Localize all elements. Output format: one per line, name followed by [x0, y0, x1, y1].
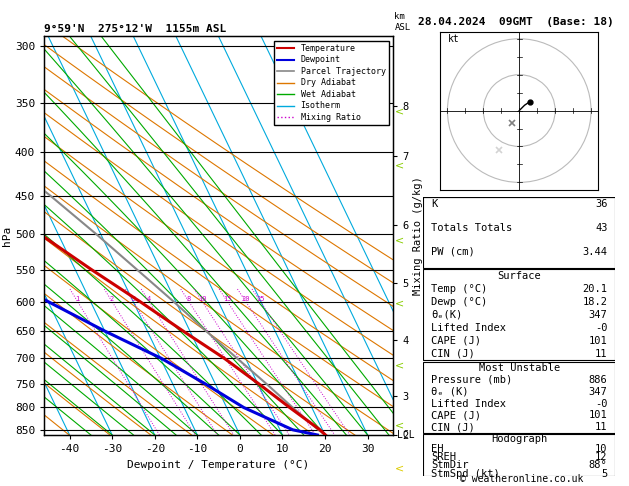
Text: <: <	[395, 298, 404, 309]
Text: 4: 4	[147, 295, 151, 302]
Text: LCL: LCL	[398, 430, 415, 440]
Text: Lifted Index: Lifted Index	[431, 323, 506, 333]
Text: 10: 10	[198, 295, 206, 302]
Text: 886: 886	[589, 375, 608, 385]
Text: km
ASL: km ASL	[394, 12, 411, 32]
Text: 10: 10	[595, 444, 608, 453]
Text: -0: -0	[595, 323, 608, 333]
Text: <: <	[395, 235, 404, 245]
Text: 9°59'N  275°12'W  1155m ASL: 9°59'N 275°12'W 1155m ASL	[44, 24, 226, 35]
Text: 20.1: 20.1	[582, 284, 608, 294]
Legend: Temperature, Dewpoint, Parcel Trajectory, Dry Adiabat, Wet Adiabat, Isotherm, Mi: Temperature, Dewpoint, Parcel Trajectory…	[274, 41, 389, 125]
Text: 18.2: 18.2	[582, 297, 608, 307]
Text: <: <	[395, 106, 404, 117]
Text: 25: 25	[256, 295, 265, 302]
Text: 3: 3	[131, 295, 135, 302]
Text: 3.44: 3.44	[582, 247, 608, 257]
FancyBboxPatch shape	[423, 434, 615, 476]
Text: 1: 1	[75, 295, 80, 302]
Text: 347: 347	[589, 387, 608, 397]
Text: 36: 36	[595, 199, 608, 209]
Text: 347: 347	[589, 310, 608, 320]
Y-axis label: Mixing Ratio (g/kg): Mixing Ratio (g/kg)	[413, 176, 423, 295]
Text: 15: 15	[223, 295, 231, 302]
Text: <: <	[395, 161, 404, 171]
Text: PW (cm): PW (cm)	[431, 247, 475, 257]
Text: StmSpd (kt): StmSpd (kt)	[431, 469, 500, 479]
Text: <: <	[395, 421, 404, 431]
Y-axis label: hPa: hPa	[2, 226, 12, 246]
Text: Lifted Index: Lifted Index	[431, 399, 506, 409]
Text: K: K	[431, 199, 437, 209]
Text: CIN (J): CIN (J)	[431, 348, 475, 359]
Text: 2: 2	[110, 295, 114, 302]
Text: Pressure (mb): Pressure (mb)	[431, 375, 512, 385]
Text: SREH: SREH	[431, 452, 456, 462]
Text: 43: 43	[595, 223, 608, 233]
Text: Dewp (°C): Dewp (°C)	[431, 297, 487, 307]
Text: -0: -0	[595, 399, 608, 409]
Text: θₑ(K): θₑ(K)	[431, 310, 462, 320]
X-axis label: Dewpoint / Temperature (°C): Dewpoint / Temperature (°C)	[128, 460, 309, 469]
Text: 20: 20	[242, 295, 250, 302]
Text: Totals Totals: Totals Totals	[431, 223, 512, 233]
Text: <: <	[395, 360, 404, 370]
Text: 5: 5	[601, 469, 608, 479]
Text: 8: 8	[187, 295, 191, 302]
Text: 11: 11	[595, 422, 608, 432]
Text: 101: 101	[589, 410, 608, 420]
Text: Hodograph: Hodograph	[491, 434, 547, 444]
Text: Surface: Surface	[498, 271, 541, 281]
Text: CIN (J): CIN (J)	[431, 422, 475, 432]
Text: 12: 12	[595, 452, 608, 462]
Text: Most Unstable: Most Unstable	[479, 363, 560, 373]
Text: CAPE (J): CAPE (J)	[431, 410, 481, 420]
Text: 101: 101	[589, 336, 608, 346]
Text: CAPE (J): CAPE (J)	[431, 336, 481, 346]
Text: <: <	[395, 464, 404, 473]
Text: Temp (°C): Temp (°C)	[431, 284, 487, 294]
Text: 28.04.2024  09GMT  (Base: 18): 28.04.2024 09GMT (Base: 18)	[418, 17, 614, 27]
Text: 88°: 88°	[589, 460, 608, 470]
FancyBboxPatch shape	[423, 197, 615, 268]
Text: 11: 11	[595, 348, 608, 359]
Text: kt: kt	[447, 35, 459, 44]
Text: θₑ (K): θₑ (K)	[431, 387, 469, 397]
FancyBboxPatch shape	[423, 270, 615, 360]
Text: © weatheronline.co.uk: © weatheronline.co.uk	[460, 473, 584, 484]
FancyBboxPatch shape	[423, 362, 615, 433]
Text: StmDir: StmDir	[431, 460, 469, 470]
Text: EH: EH	[431, 444, 443, 453]
